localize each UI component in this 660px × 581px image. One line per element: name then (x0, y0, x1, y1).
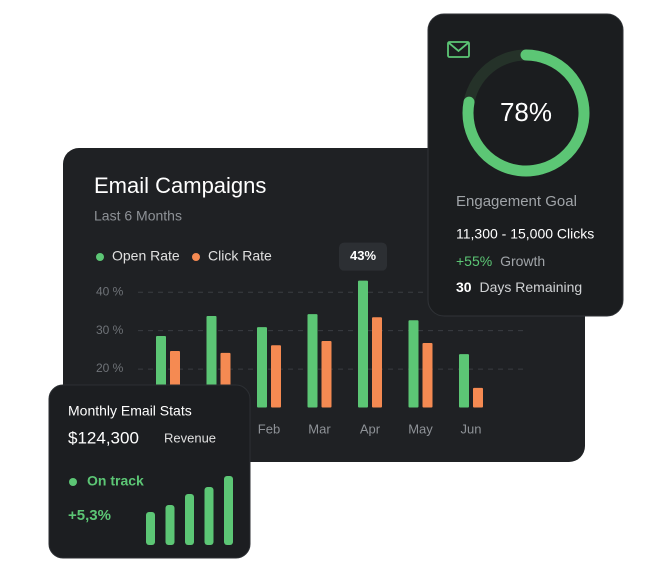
card-subtitle: Last 6 Months (94, 208, 182, 224)
revenue: $124,300 (68, 428, 139, 447)
growth: +55% Growth (456, 253, 545, 269)
donut-arc (462, 49, 590, 177)
bar (257, 327, 267, 408)
revenue-label: Revenue (164, 430, 216, 445)
x-tick-label: May (408, 421, 433, 436)
value-label: 43% (350, 248, 376, 263)
bar (271, 345, 281, 408)
mini-bar (146, 512, 155, 545)
mini-bar (204, 487, 214, 545)
x-tick-label: Feb (258, 421, 280, 436)
bar (422, 342, 433, 408)
y-tick-label: 20 % (96, 361, 124, 375)
days-value: 30 (456, 279, 472, 295)
change: +5,3% (68, 507, 111, 524)
days: 30 Days Remaining (456, 279, 582, 295)
mail-icon (447, 41, 470, 58)
legend-dot (192, 253, 200, 261)
stats-card: Monthly Email Stats $124,300 Revenue On … (48, 384, 251, 559)
status: On track (87, 473, 144, 489)
y-tick-label: 40 % (96, 284, 124, 298)
legend-label: Click Rate (208, 248, 272, 264)
card-bg (48, 384, 251, 559)
days-label: Days Remaining (479, 279, 582, 295)
bar (372, 317, 382, 408)
goal-range: 11,300 - 15,000 Clicks (456, 226, 594, 242)
value-label-bg (339, 242, 387, 271)
card-title: Monthly Email Stats (68, 403, 192, 419)
x-tick-label: Jun (461, 421, 482, 436)
bar (307, 314, 318, 408)
donut-label: 78% (500, 97, 552, 127)
x-tick-label: Mar (308, 421, 331, 436)
bar (459, 354, 469, 408)
bar (473, 387, 483, 408)
legend-dot (96, 253, 104, 261)
y-tick-label: 30 % (96, 323, 124, 337)
legend-label: Open Rate (112, 248, 180, 264)
bar (321, 341, 332, 408)
bar (408, 320, 419, 408)
donut-title: Engagement Goal (456, 193, 577, 210)
mini-bar (165, 505, 175, 545)
growth-value: +55% (456, 253, 492, 269)
mini-bar (224, 476, 233, 545)
x-tick-label: Apr (360, 421, 381, 436)
mini-bar (185, 494, 194, 545)
growth-label: Growth (500, 253, 545, 269)
engagement-card: Engagement Goal 11,300 - 15,000 Clicks +… (427, 13, 624, 317)
status-dot (69, 478, 77, 486)
bar (358, 280, 368, 408)
card-title: Email Campaigns (94, 173, 266, 198)
